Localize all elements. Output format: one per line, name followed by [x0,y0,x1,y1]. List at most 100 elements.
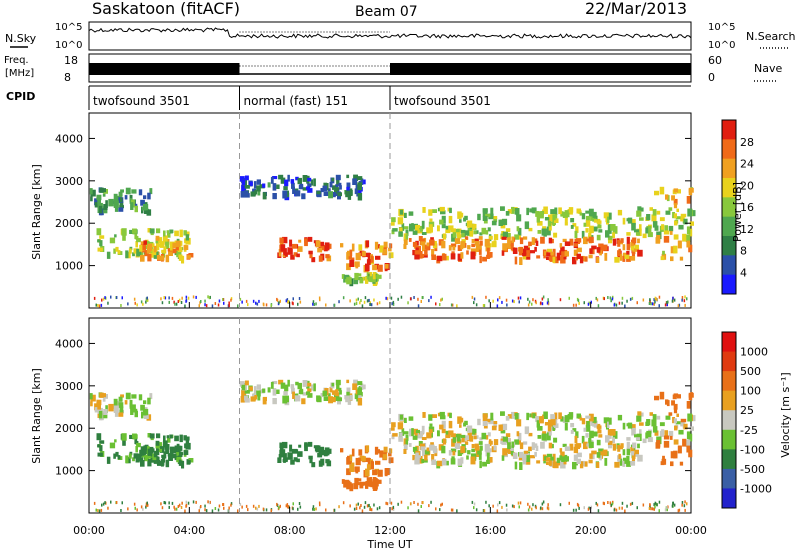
power-echo-r1 [184,238,188,244]
velocity-echo-r1 [185,439,190,446]
velocity-echo-r7 [441,420,446,429]
velocity-echo-r1 [99,440,105,444]
velocity-echo-r6 [346,482,352,490]
power-echo-r8 [596,257,600,263]
velocity-near-range-echo [568,501,570,505]
power-near-range-echo [683,299,686,303]
velocity-echo-r7 [635,437,640,441]
velocity-echo-r3 [306,391,310,395]
power-echo-r0 [98,205,103,214]
power-near-range-echo [576,297,579,301]
velocity-echo-r7 [639,429,642,436]
velocity-echo-r1 [115,451,119,457]
power-echo-r9 [673,188,679,193]
power-near-range-echo [417,304,420,308]
power-echo-r5 [388,247,392,252]
power-near-range-echo [228,304,230,308]
velocity-near-range-echo [208,501,211,505]
power-echo-r8 [420,241,426,246]
power-echo-r6 [353,278,359,285]
power-near-range-echo [175,302,178,306]
velocity-echo-r7 [421,437,427,440]
velocity-echo-r4 [292,448,298,454]
power-echo-r8 [510,241,514,246]
power-echo-r5 [382,249,388,255]
velocity-near-range-echo [653,503,655,507]
power-near-range-echo [654,296,657,300]
velocity-echo-r3 [357,381,363,386]
power-echo-r7 [645,227,649,234]
velocity-echo-r5 [374,446,379,455]
power-near-range-echo [671,299,674,303]
velocity-echo-r7 [488,440,493,445]
power-near-range-echo [540,301,542,305]
velocity-echo-r0 [96,399,102,406]
power-echo-r7 [417,227,422,234]
velocity-echo-r8 [414,455,420,460]
velocity-echo-r5 [351,448,355,457]
power-echo-r7 [485,230,489,235]
power-echo-r1 [165,235,168,242]
power-echo-r7 [429,218,433,222]
velocity-echo-r3 [338,387,342,392]
velocity-echo-r8 [596,462,600,468]
power-echo-r8 [546,252,551,257]
power-echo-r0 [97,197,101,205]
velocity-echo-r7 [459,424,462,428]
velocity-echo-r3 [301,398,306,405]
power-echo-r3 [307,183,312,188]
velocity-echo-r8 [572,461,577,470]
power-near-range-echo [276,297,278,301]
velocity-echo-r1 [183,435,187,441]
xtick-label-0: 00:00 [73,524,105,537]
velocity-echo-r0 [114,409,119,417]
power-echo-r9 [682,233,687,242]
velocity-echo-r1 [134,436,138,445]
velocity-echo-r3 [252,393,257,399]
power-near-range-echo [360,299,362,302]
power-echo-r8 [489,252,493,258]
velocity-echo-r2 [163,451,167,459]
power-echo-r9 [659,186,665,195]
velocity-echo-r3 [329,386,333,393]
power-echo-r8 [451,251,455,255]
velocity-echo-r8 [514,461,518,470]
velocity-echo-r8 [477,449,482,455]
velocity-echo-r7 [564,422,568,431]
velocity-near-range-echo [496,509,499,513]
power-echo-r4 [317,248,323,253]
power-echo-r4 [309,254,313,259]
power-near-range-echo [684,303,686,307]
power-near-range-echo [482,304,485,307]
velocity-near-range-echo [173,505,175,509]
power-echo-r7 [517,235,521,240]
velocity-near-range-echo [134,506,136,510]
power-echo-r0 [143,203,149,211]
velocity-echo-r0 [140,404,145,411]
velocity-near-range-echo [621,506,623,510]
velocity-echo-r8 [552,461,556,468]
power-echo-r3 [339,185,342,190]
velocity-echo-r3 [322,390,328,397]
velocity-echo-r8 [536,460,541,464]
power-near-range-echo [485,295,487,299]
velocity-near-range-echo [369,506,371,510]
power-echo-r7 [605,230,610,238]
power-echo-r7 [547,227,551,236]
velocity-echo-r7 [507,438,511,443]
noise-right-tick-bottom: 10^0 [708,40,735,51]
power-colorbar-segment [722,197,736,218]
power-echo-r7 [635,232,640,236]
velocity-echo-r6 [356,478,362,482]
velocity-echo-r3 [278,379,284,385]
power-echo-r4 [298,239,302,243]
velocity-near-range-echo [654,505,656,509]
velocity-near-range-echo [391,507,393,511]
power-near-range-echo [392,300,395,304]
velocity-echo-r8 [441,445,446,454]
power-echo-r7 [597,224,602,229]
power-echo-r4 [320,246,325,251]
power-echo-r7 [412,230,418,235]
velocity-echo-r7 [452,436,456,443]
power-echo-r7 [491,220,497,226]
